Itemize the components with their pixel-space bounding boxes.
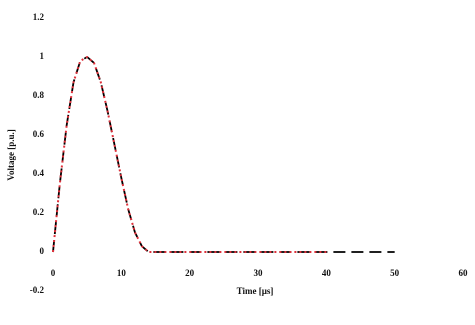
series-line: [52, 56, 327, 253]
y-tick-label: 0.4: [33, 168, 45, 178]
x-tick-label: 10: [117, 268, 127, 278]
y-tick-label: -0.2: [30, 285, 45, 295]
y-axis-label: Voltage [p.u.]: [6, 129, 16, 180]
x-tick-label: 30: [254, 268, 264, 278]
x-tick-label: 0: [51, 268, 56, 278]
x-tick-label: 40: [322, 268, 332, 278]
x-axis-label: Time [µs]: [237, 286, 274, 296]
y-tick-label: 0.8: [33, 90, 45, 100]
y-tick-label: 0.2: [33, 207, 45, 217]
y-tick-label: 0.6: [33, 129, 45, 139]
y-tick-label: 1: [40, 51, 45, 61]
y-tick-label: 0: [40, 246, 45, 256]
series-line: [52, 56, 395, 253]
x-tick-label: 60: [459, 268, 469, 278]
x-tick-label: 50: [390, 268, 400, 278]
y-tick-label: 1.2: [33, 12, 45, 22]
x-tick-label: 20: [185, 268, 195, 278]
